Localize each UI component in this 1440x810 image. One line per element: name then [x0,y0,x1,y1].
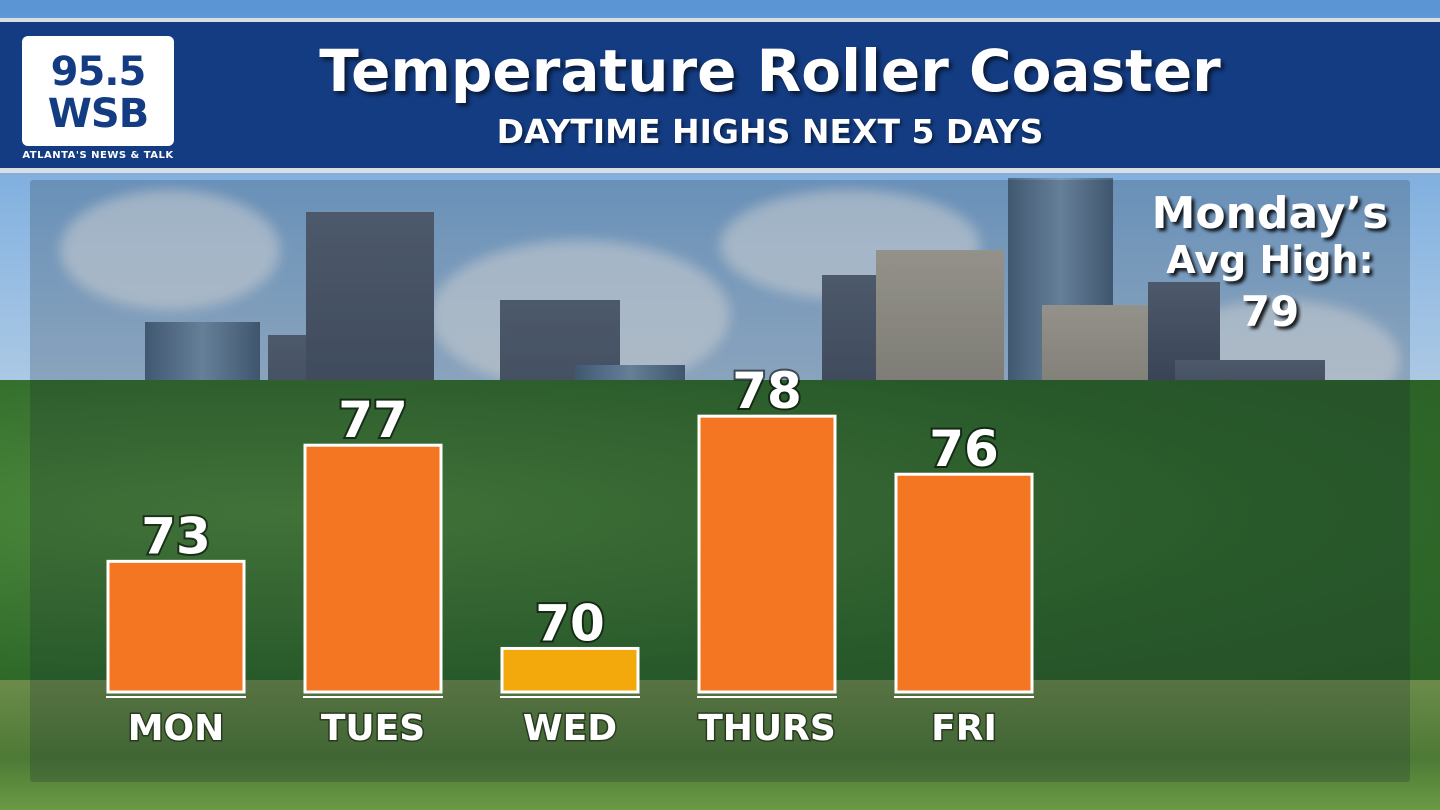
average-high-callout: Monday’s Avg High: 79 [1140,190,1400,342]
category-label-mon: MON [128,708,225,749]
header-bar [0,18,1440,173]
category-label-tues: TUES [321,708,425,749]
average-high-value: 79 [1240,287,1300,336]
average-high-label-line1: Monday’s [1151,188,1389,239]
value-label-mon: 73 [141,507,211,565]
cloud [60,190,280,310]
category-label-wed: WED [523,708,617,749]
bar-mon [106,559,246,694]
bar-thurs [697,414,837,694]
logo-frequency: 95.5 [50,49,147,95]
page-title: Temperature Roller Coaster [319,37,1221,105]
station-logo: 95.5 WSB [22,36,174,146]
category-label-fri: FRI [931,708,997,749]
category-label-thurs: THURS [698,708,836,749]
value-label-fri: 76 [929,420,999,478]
average-high-label-line2: Avg High: [1166,238,1374,282]
bar-tues [303,443,443,694]
bar-fri [894,472,1034,694]
bar-wed [500,646,640,694]
value-label-wed: 70 [535,594,605,652]
logo-tagline: ATLANTA'S NEWS & TALK [22,150,174,161]
page-subtitle: DAYTIME HIGHS NEXT 5 DAYS [496,112,1044,151]
logo-callsign: WSB [47,91,149,137]
lake [0,680,1440,810]
value-label-thurs: 78 [732,362,802,420]
value-label-tues: 77 [338,391,408,449]
